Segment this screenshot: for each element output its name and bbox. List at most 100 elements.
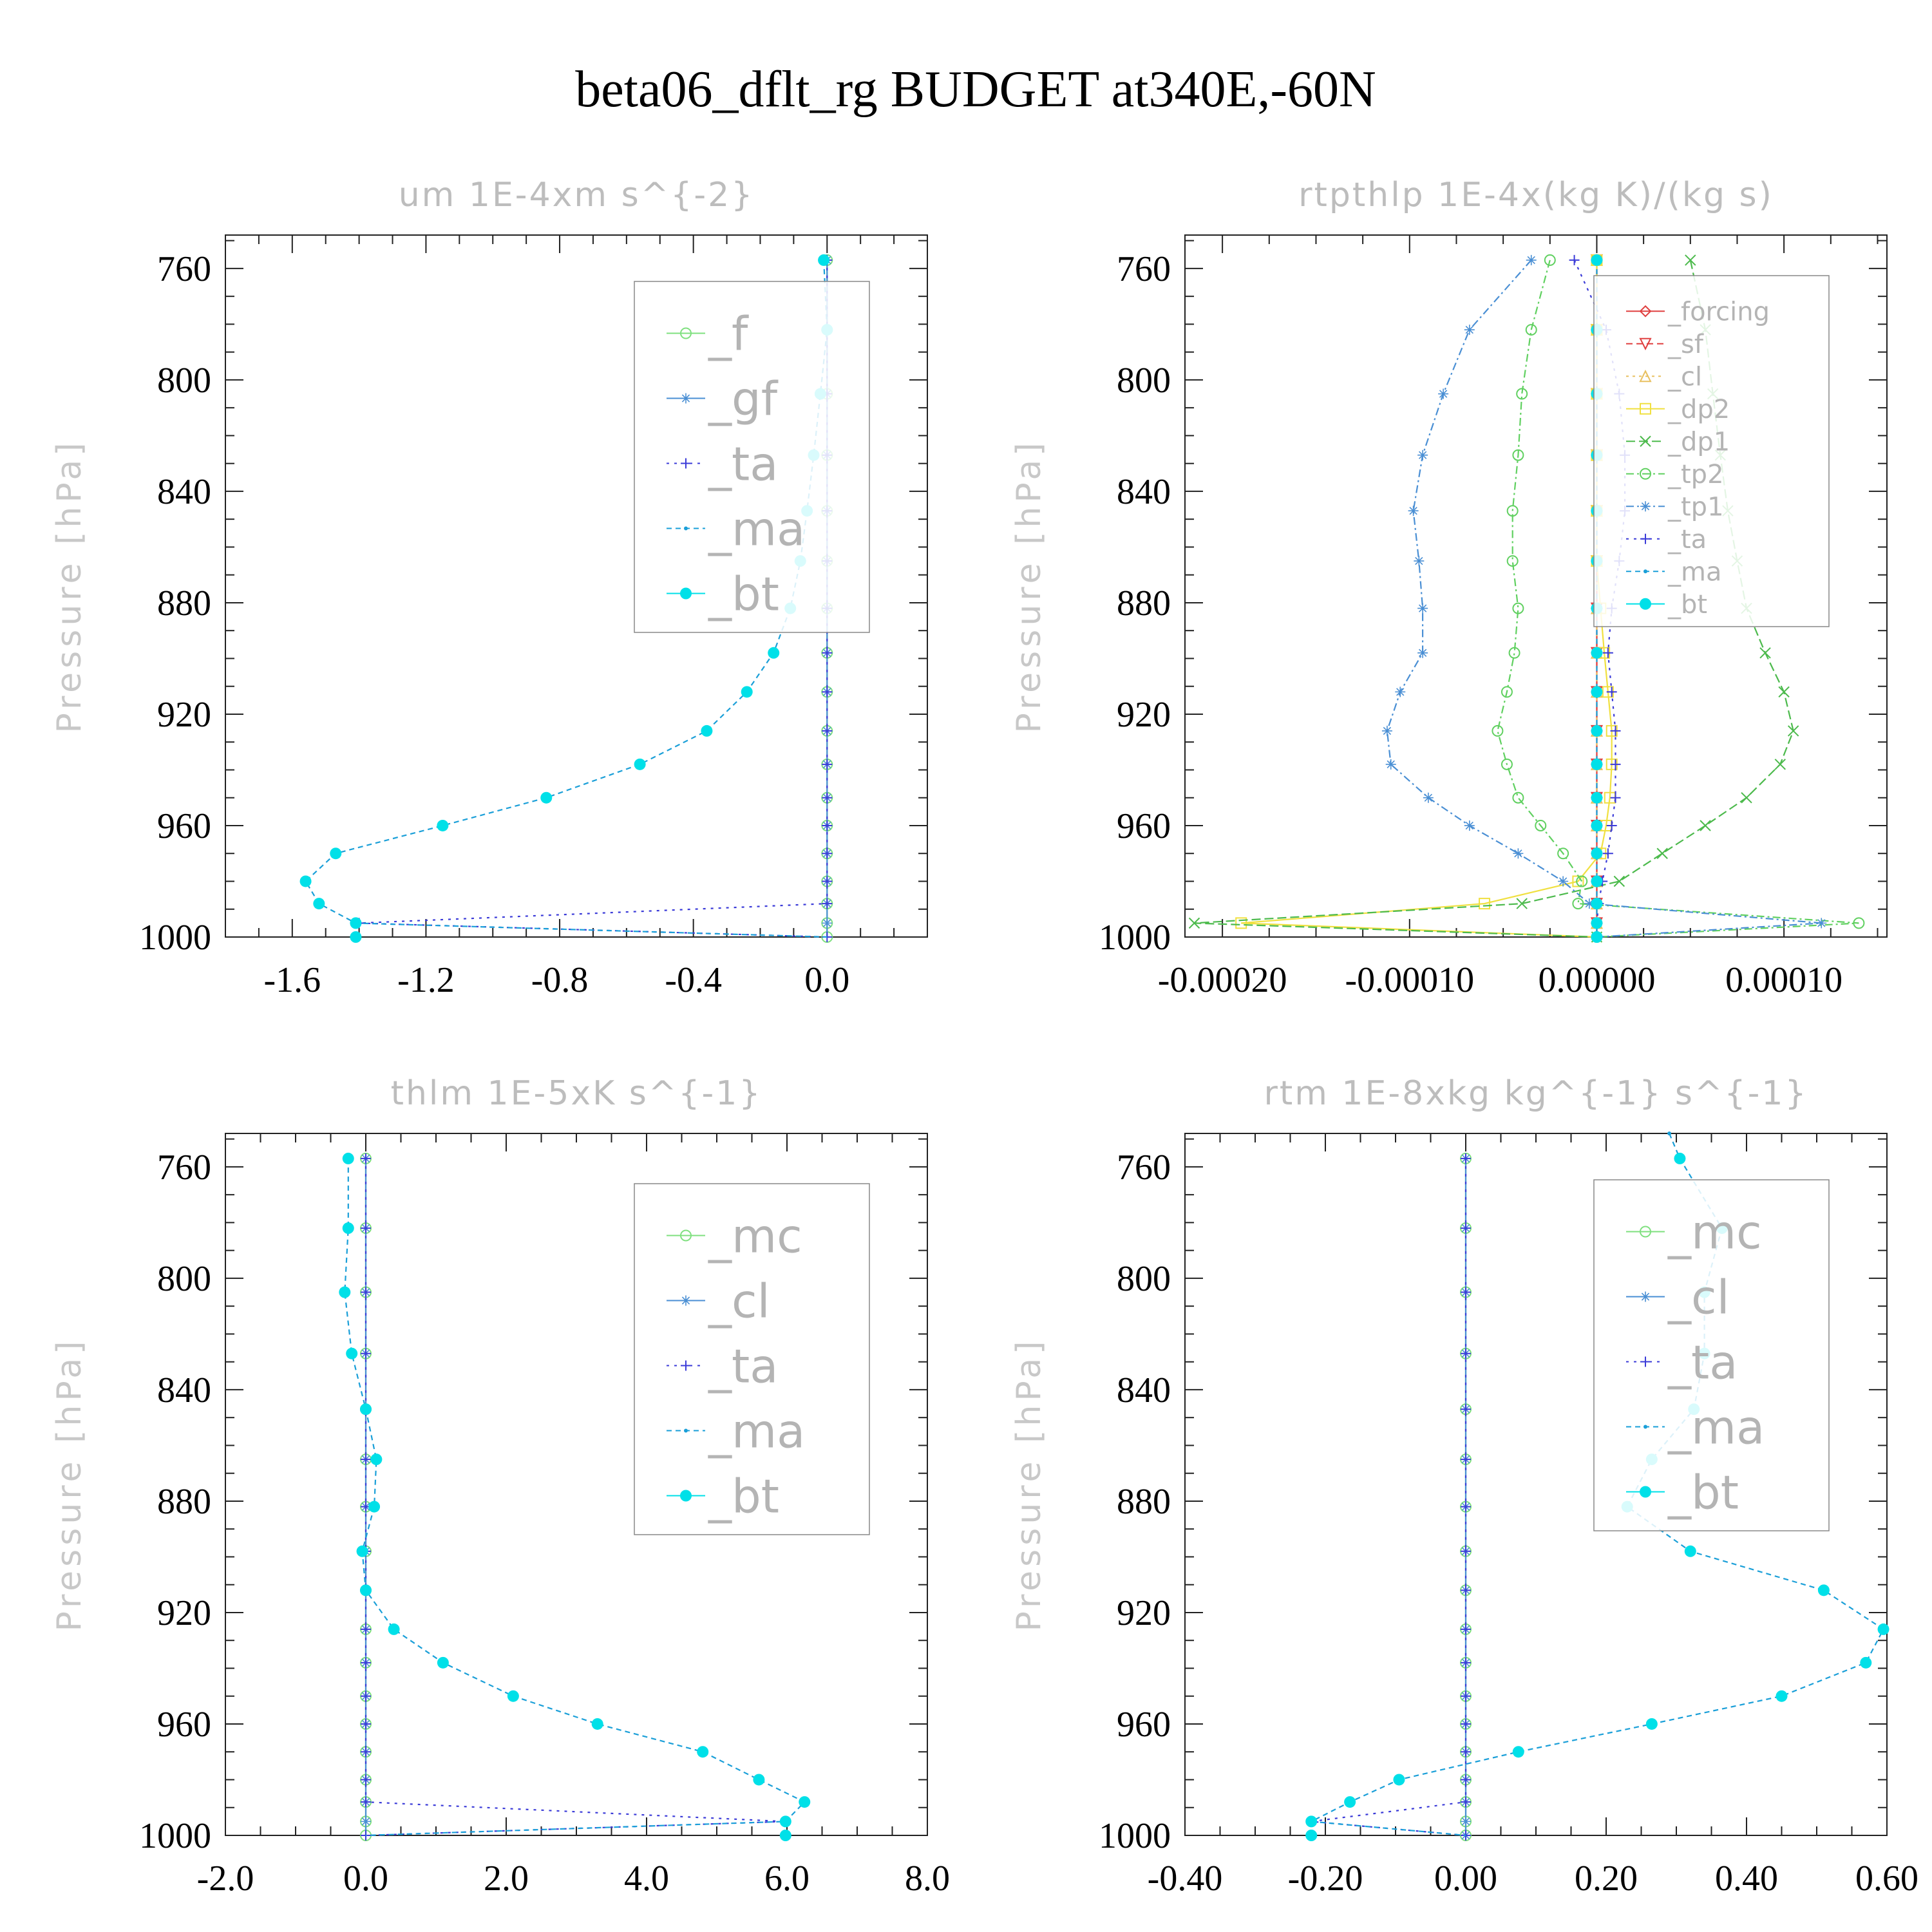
- data-point: [701, 724, 713, 737]
- legend-entry: _bt: [708, 1469, 779, 1523]
- data-point: [540, 791, 553, 804]
- legend-box: [634, 281, 870, 633]
- legend-marker: [684, 1428, 688, 1433]
- legend-marker: [1640, 598, 1651, 610]
- data-point: [1461, 1501, 1471, 1512]
- data-point: [350, 917, 362, 929]
- data-point: [1506, 505, 1519, 517]
- legend-marker: [1640, 1486, 1651, 1498]
- data-point: [822, 792, 833, 803]
- x-tick-label: 0.40: [1715, 1859, 1778, 1899]
- data-point: [1817, 1584, 1830, 1596]
- data-point: [370, 1454, 383, 1466]
- series-line-ma: [344, 1158, 806, 1837]
- legend-marker: [1640, 533, 1651, 544]
- data-point: [822, 647, 833, 658]
- legend-marker: [1640, 435, 1651, 447]
- legend-marker: [1640, 1226, 1651, 1238]
- data-point: [1464, 325, 1475, 336]
- data-point: [1591, 917, 1603, 929]
- data-point: [1461, 1657, 1471, 1668]
- y-tick-label: 760: [157, 1148, 211, 1188]
- data-point: [1774, 759, 1786, 770]
- legend-entry: _ma: [708, 1404, 805, 1458]
- data-point: [591, 1718, 603, 1730]
- data-point: [1610, 792, 1621, 803]
- data-point: [1344, 1796, 1356, 1808]
- x-tick-label: 6.0: [764, 1859, 810, 1899]
- panel-4: 760 800 840 880 920 960 1000-0.40 -0.20 0.00 0.20…: [1010, 1074, 1918, 1899]
- y-tick-label: 960: [157, 806, 211, 846]
- legend-entry: _cl: [1667, 363, 1702, 392]
- data-point: [1235, 917, 1247, 929]
- data-point: [361, 1718, 371, 1729]
- data-point: [1492, 724, 1504, 737]
- data-point: [361, 1816, 371, 1827]
- legend-entry: _dp1: [1667, 428, 1730, 457]
- y-tick-label: 840: [157, 472, 211, 512]
- legend-entry: _gf: [708, 372, 779, 426]
- data-point: [1572, 898, 1584, 910]
- data-point: [1461, 1774, 1471, 1785]
- data-point: [507, 1690, 519, 1702]
- data-point: [1558, 876, 1569, 887]
- legend-entry: _ta: [708, 1339, 778, 1393]
- legend-marker: [1640, 501, 1651, 512]
- data-point: [1759, 647, 1771, 659]
- data-point: [822, 759, 833, 770]
- data-point: [360, 1403, 372, 1416]
- data-point: [1461, 1718, 1471, 1729]
- y-tick-label: 840: [1117, 1370, 1171, 1410]
- data-point: [342, 1152, 354, 1164]
- legend-marker: [681, 458, 691, 469]
- data-point: [1417, 450, 1428, 460]
- legend-entry: _f: [708, 307, 749, 361]
- data-point: [299, 875, 312, 887]
- legend-entry: _bt: [708, 567, 779, 621]
- data-point: [1584, 898, 1595, 909]
- legend-marker: [1643, 1425, 1647, 1429]
- data-point: [1461, 1153, 1471, 1164]
- data-point: [741, 686, 753, 698]
- data-point: [697, 1746, 709, 1758]
- data-point: [1591, 875, 1603, 887]
- y-tick-label: 800: [157, 1259, 211, 1299]
- data-point: [388, 1623, 400, 1635]
- x-tick-label: 0.00000: [1538, 960, 1655, 1000]
- data-point: [822, 898, 833, 909]
- data-point: [1535, 819, 1547, 831]
- data-point: [330, 848, 342, 860]
- data-point: [361, 1454, 371, 1465]
- y-tick-label: 1000: [139, 1816, 211, 1856]
- legend-marker: [684, 526, 688, 531]
- x-tick-label: 0.20: [1575, 1859, 1638, 1899]
- legend-entry: _dp2: [1667, 395, 1730, 424]
- legend-marker: [681, 393, 691, 404]
- series-group: [339, 1152, 811, 1841]
- x-tick-label: -0.8: [531, 960, 589, 1000]
- panel-title: rtm 1E-8xkg kg^{-1} s^{-1}: [1264, 1074, 1808, 1113]
- x-tick-label: 0.00: [1434, 1859, 1497, 1899]
- legend-box: [1593, 1179, 1830, 1531]
- panel-2: 760 800 840 880 920 960 1000-0.00020 -0.00010 0.…: [1010, 176, 1888, 1000]
- y-tick-label: 1000: [139, 918, 211, 958]
- data-point: [1395, 687, 1406, 697]
- y-axis-label: Pressure [hPa]: [50, 439, 89, 734]
- data-point: [1461, 1546, 1471, 1557]
- data-point: [1512, 449, 1524, 461]
- x-tick-label: -0.40: [1148, 1859, 1223, 1899]
- y-tick-label: 1000: [1099, 1816, 1171, 1856]
- data-point: [1461, 1797, 1471, 1808]
- y-tick-label: 960: [157, 1705, 211, 1745]
- legend-entry: _mc: [1667, 1205, 1762, 1259]
- data-point: [1305, 1830, 1318, 1841]
- data-point: [437, 819, 449, 831]
- data-point: [1591, 791, 1603, 804]
- data-point: [1741, 792, 1752, 804]
- legend-marker: [681, 1295, 691, 1306]
- data-point: [1685, 254, 1696, 266]
- data-point: [1516, 898, 1528, 909]
- y-tick-label: 880: [157, 583, 211, 623]
- legend-entry: _bt: [1667, 590, 1707, 620]
- legend-entry: _tp1: [1667, 493, 1724, 522]
